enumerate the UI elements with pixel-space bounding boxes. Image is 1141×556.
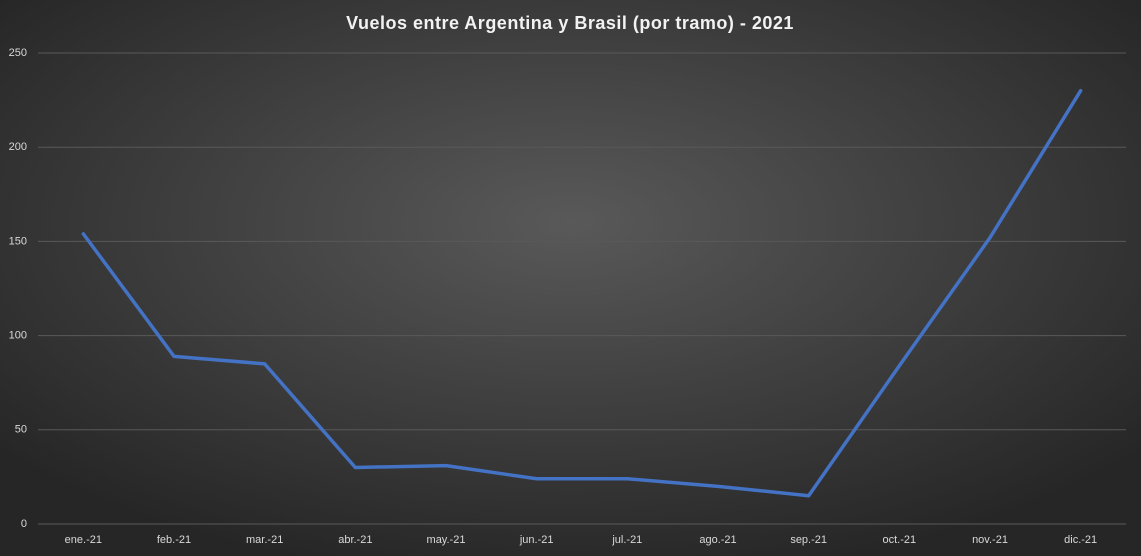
x-tick-label: mar.-21: [246, 534, 283, 546]
x-tick-label: nov.-21: [972, 534, 1008, 546]
y-tick-label: 0: [21, 518, 27, 530]
x-tick-label: jun.-21: [519, 534, 554, 546]
chart-title: Vuelos entre Argentina y Brasil (por tra…: [346, 13, 794, 33]
y-tick-label: 200: [9, 141, 27, 153]
data-line: [81, 88, 1083, 498]
x-tick-label: oct.-21: [883, 534, 917, 546]
y-tick-label: 150: [9, 235, 27, 247]
y-tick-label: 50: [15, 424, 27, 436]
y-tick-label: 250: [9, 47, 27, 59]
x-tick-label: sep.-21: [790, 534, 827, 546]
x-tick-label: feb.-21: [157, 534, 191, 546]
x-tick-label: ene.-21: [65, 534, 102, 546]
x-tick-label: may.-21: [427, 534, 466, 546]
x-tick-label: jul.-21: [611, 534, 642, 546]
x-tick-label: abr.-21: [338, 534, 372, 546]
y-tick-label: 100: [9, 330, 27, 342]
x-tick-label: dic.-21: [1064, 534, 1097, 546]
x-tick-label: ago.-21: [699, 534, 736, 546]
